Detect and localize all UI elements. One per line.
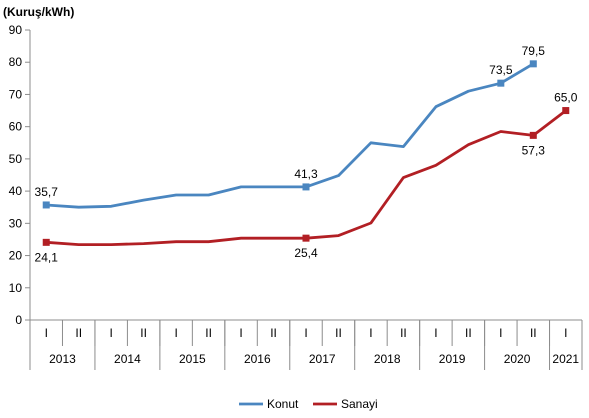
x-year-label: 2020	[504, 352, 531, 366]
data-label: 25,4	[294, 246, 318, 260]
series-konut: 35,7 41,3 73,5 79,5	[35, 44, 546, 209]
data-label: 41,3	[294, 167, 318, 181]
x-period-label: I	[304, 326, 307, 340]
x-period-label: I	[110, 326, 113, 340]
data-label: 57,3	[522, 143, 546, 157]
x-period-label: II	[335, 326, 342, 340]
data-label: 65,0	[554, 91, 578, 105]
data-point-marker	[562, 107, 570, 115]
data-point-marker	[497, 79, 505, 87]
y-tick-label: 10	[9, 281, 23, 295]
x-period-label: I	[499, 326, 502, 340]
legend-label-konut: Konut	[267, 397, 299, 411]
y-tick-label: 0	[15, 313, 22, 327]
x-year-label: 2014	[114, 352, 141, 366]
data-point-marker	[42, 238, 50, 246]
data-label: 24,1	[35, 250, 59, 264]
data-label: 73,5	[489, 63, 513, 77]
x-period-label: II	[400, 326, 407, 340]
legend-label-sanayi: Sanayi	[341, 397, 378, 411]
y-tick-label: 80	[9, 55, 23, 69]
x-year-label: 2019	[439, 352, 466, 366]
y-tick-label: 60	[9, 120, 23, 134]
x-period-label: II	[530, 326, 537, 340]
data-point-marker	[42, 201, 50, 209]
x-period-label: II	[270, 326, 277, 340]
series-layer: 35,7 41,3 73,5 79,5 24,1 25,4 57,3 65,0	[35, 44, 578, 265]
x-period-label: II	[75, 326, 82, 340]
y-tick-label: 30	[9, 216, 23, 230]
legend: Konut Sanayi	[239, 397, 378, 411]
x-period-label: I	[369, 326, 372, 340]
series-sanayi: 24,1 25,4 57,3 65,0	[35, 91, 578, 265]
y-tick-label: 90	[9, 23, 23, 37]
data-point-marker	[529, 60, 537, 68]
data-point-marker	[529, 131, 537, 139]
y-tick-label: 70	[9, 87, 23, 101]
x-year-label: 2017	[309, 352, 336, 366]
series-line-konut	[46, 62, 535, 209]
x-period-label: II	[465, 326, 472, 340]
x-year-label: 2015	[179, 352, 206, 366]
y-tick-label: 20	[9, 249, 23, 263]
x-year-label: 2013	[49, 352, 76, 366]
y-tick-label: 50	[9, 152, 23, 166]
x-period-label: II	[205, 326, 212, 340]
y-tick-label: 40	[9, 184, 23, 198]
y-axis-unit-label: (Kuruş/kWh)	[3, 5, 74, 19]
x-period-label: II	[140, 326, 147, 340]
x-year-label: 2016	[244, 352, 271, 366]
data-point-marker	[302, 234, 310, 242]
x-period-label: I	[174, 326, 177, 340]
x-period-label: I	[239, 326, 242, 340]
data-label: 79,5	[522, 44, 546, 58]
x-period-label: I	[45, 326, 48, 340]
data-label: 35,7	[35, 185, 59, 199]
x-year-label: 2018	[374, 352, 401, 366]
x-year-label: 2021	[552, 352, 579, 366]
data-point-marker	[302, 183, 310, 191]
x-period-label: I	[434, 326, 437, 340]
x-period-label: I	[564, 326, 567, 340]
